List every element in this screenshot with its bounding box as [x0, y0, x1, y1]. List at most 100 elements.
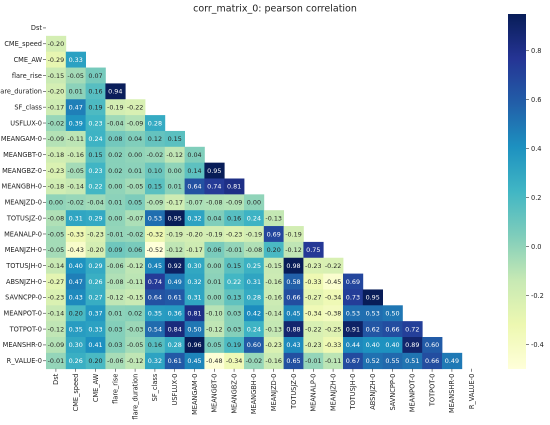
cell-value-label: 0.33 [69, 56, 83, 64]
cell-value-label: -0.01 [107, 230, 124, 238]
cell-value-label: -0.11 [67, 135, 84, 143]
heatmap-cell [164, 241, 185, 259]
cell-value-label: -0.43 [67, 246, 84, 254]
cell-value-label: -0.17 [186, 246, 203, 254]
cell-value-label: 0.43 [286, 341, 300, 349]
column-label: MEANGBT-0 [211, 374, 219, 413]
heatmap-cell [263, 321, 284, 338]
heatmap-cell [46, 162, 67, 179]
cell-value-label: 0.04 [187, 151, 201, 159]
cell-value-label: -0.20 [48, 88, 65, 96]
cell-value-label: 0.95 [207, 167, 221, 175]
heatmap-cell [382, 305, 403, 322]
heatmap-cell [343, 352, 364, 370]
cell-value-label: 0.69 [267, 230, 281, 238]
heatmap-cell [323, 289, 344, 306]
heatmap-cell [65, 99, 86, 116]
heatmap-cell [125, 273, 146, 290]
heatmap-cell [85, 210, 106, 227]
heatmap-cell [46, 289, 67, 306]
heatmap-cell [125, 321, 146, 338]
cell-value-label: 0.54 [148, 325, 162, 333]
cell-value-label: -0.17 [48, 103, 65, 111]
heatmap-cell [323, 305, 344, 322]
cell-value-label: 0.02 [108, 167, 122, 175]
cell-value-label: -0.12 [107, 294, 124, 302]
cell-value-label: -0.33 [67, 230, 84, 238]
cell-value-label: -0.52 [147, 246, 164, 254]
cell-value-label: 0.39 [69, 119, 83, 127]
cell-value-label: 0.61 [168, 294, 182, 302]
cell-value-label: -0.34 [305, 310, 322, 318]
heatmap-cell [362, 305, 383, 322]
cell-value-label: -0.23 [265, 341, 282, 349]
heatmap-cell [204, 194, 225, 211]
cell-value-label: 0.01 [108, 310, 122, 318]
cell-value-label: -0.15 [48, 72, 65, 80]
heatmap-cell [125, 146, 146, 164]
cell-value-label: 0.26 [69, 357, 83, 365]
heatmap-cell [184, 241, 205, 259]
heatmap-cell [323, 257, 344, 274]
heatmap-cell [105, 273, 126, 290]
heatmap-cell [164, 130, 185, 148]
cell-value-label: -0.12 [48, 325, 65, 333]
heatmap-cell [283, 289, 304, 306]
heatmap-cell [46, 273, 67, 290]
heatmap-cell [85, 226, 106, 243]
heatmap-cell [244, 257, 265, 274]
heatmap-cell [204, 337, 225, 354]
column-labels: Dst CME_speed CME_AW flare_rise flare_durati… [52, 368, 476, 420]
cell-value-label: 0.50 [187, 325, 201, 333]
heatmap-cell [164, 321, 185, 338]
cell-value-label: 0.29 [88, 262, 102, 270]
heatmap-cell [283, 273, 304, 290]
heatmap-cell [125, 337, 146, 354]
cell-value-label: 0.05 [207, 341, 221, 349]
cell-value-label: 0.96 [187, 341, 201, 349]
cell-value-label: -0.22 [127, 103, 144, 111]
column-label: ABSNJZH-0 [369, 374, 377, 410]
cell-value-label: 0.45 [187, 357, 201, 365]
heatmap-cell [46, 67, 67, 84]
cell-value-label: 0.51 [405, 357, 419, 365]
heatmap-cell [46, 241, 67, 259]
cell-value-label: -0.05 [48, 246, 65, 254]
heatmap-cell [303, 337, 324, 354]
heatmap-cell [283, 337, 304, 354]
cell-value-label: 0.66 [425, 357, 439, 365]
cell-value-label: 0.01 [108, 199, 122, 207]
cell-value-label: -0.03 [127, 325, 144, 333]
heatmap-cell [362, 289, 383, 306]
colorbar-tick-label: 0.4 [531, 145, 542, 153]
cell-value-label: 0.00 [207, 262, 221, 270]
cell-value-label: 0.81 [227, 183, 241, 191]
heatmap-cell [65, 67, 86, 84]
heatmap-cell [105, 241, 126, 259]
heatmap-cell [145, 241, 166, 259]
heatmap-cell [263, 337, 284, 354]
cell-value-label: 0.16 [148, 341, 162, 349]
heatmap-cell [164, 210, 185, 227]
cell-value-label: 0.66 [385, 325, 399, 333]
heatmap-cell [85, 289, 106, 306]
heatmap-cell [303, 241, 324, 259]
cell-value-label: 0.10 [148, 167, 162, 175]
cell-value-label: 0.00 [168, 167, 182, 175]
heatmap-cell [244, 352, 265, 370]
cell-value-label: 0.69 [346, 278, 360, 286]
heatmap-cell [422, 337, 443, 354]
heatmap-cell [46, 337, 67, 354]
heatmap-cell [303, 289, 324, 306]
column-label: MEANJZD-0 [270, 374, 278, 411]
cell-value-label: -0.04 [107, 119, 124, 127]
cell-value-label: 0.49 [445, 357, 459, 365]
cell-value-label: -0.12 [206, 325, 223, 333]
cell-value-label: 0.72 [405, 325, 419, 333]
cell-value-label: -0.09 [226, 199, 243, 207]
heatmap-cell [125, 162, 146, 179]
heatmap-cell [105, 115, 126, 132]
cell-value-label: -0.18 [48, 151, 65, 159]
cell-value-label: -0.18 [48, 183, 65, 191]
cell-value-label: -0.23 [305, 262, 322, 270]
